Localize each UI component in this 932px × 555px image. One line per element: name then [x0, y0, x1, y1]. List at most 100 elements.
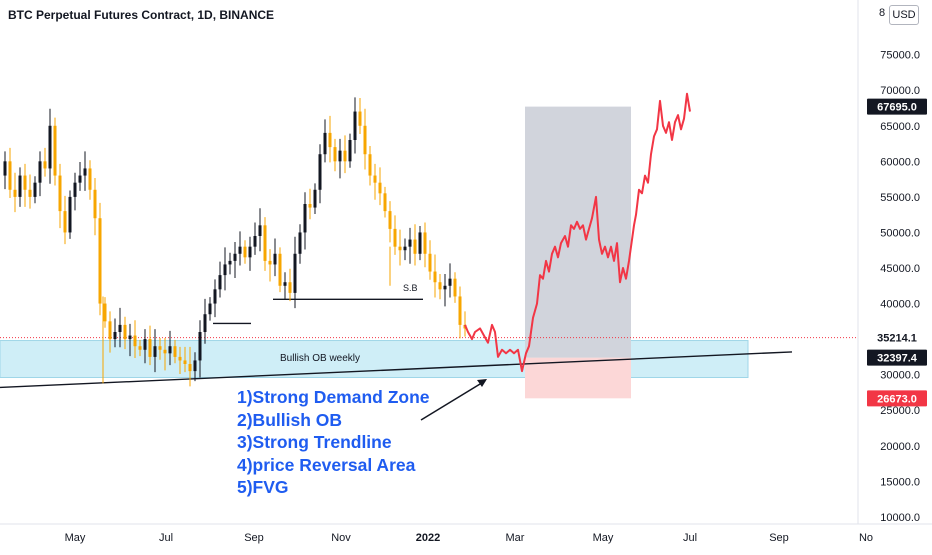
x-tick-label: Nov: [331, 532, 351, 544]
price-label-text: 26673.0: [877, 393, 917, 405]
y-tick-label: 75000.0: [880, 50, 920, 62]
x-tick-label: Jul: [683, 532, 697, 544]
candle-body: [128, 335, 132, 340]
candle-body: [203, 314, 207, 332]
candle-body: [198, 332, 202, 361]
candle-body: [78, 175, 82, 183]
candle-body: [163, 349, 167, 354]
x-tick-label: Mar: [506, 532, 525, 544]
candle-body: [158, 346, 162, 350]
price-label-text: 35214.1: [877, 333, 917, 345]
x-tick-label: 2022: [416, 532, 440, 544]
candle-body: [188, 364, 192, 372]
candle-body: [23, 175, 27, 190]
x-tick-label: May: [593, 532, 614, 544]
candle-body: [238, 246, 242, 254]
chart-title: BTC Perpetual Futures Contract, 1D, BINA…: [8, 8, 275, 22]
candle-body: [443, 285, 447, 290]
candle-body: [298, 232, 302, 254]
y-tick-label: 60000.0: [880, 156, 920, 168]
candle-body: [213, 289, 217, 304]
candle-body: [193, 360, 197, 372]
candle-body: [93, 189, 97, 219]
candle-body: [398, 246, 402, 251]
x-tick-label: May: [65, 532, 86, 544]
candle-body: [328, 132, 332, 148]
note-5: 5)FVG: [237, 477, 289, 497]
x-tick-label: Sep: [244, 532, 264, 544]
candle-body: [178, 356, 182, 361]
candle-body: [318, 154, 322, 190]
zone-2: [525, 106, 631, 358]
candle-body: [98, 218, 102, 304]
candle-body: [418, 232, 422, 254]
candle-body: [283, 282, 287, 286]
candle-body: [278, 253, 282, 286]
candle-body: [253, 236, 257, 247]
price-label-box: [867, 98, 927, 115]
candle-body: [313, 189, 317, 208]
candle-body: [268, 260, 272, 265]
candle-body: [208, 303, 212, 315]
candle-body: [8, 161, 12, 190]
ob-zone-label: Bullish OB weekly: [280, 353, 360, 364]
candle-body: [173, 346, 177, 357]
candle-body: [363, 125, 367, 155]
candle-body: [58, 175, 62, 212]
candle-body: [438, 282, 442, 290]
candle-body: [433, 271, 437, 283]
y-tick-label: 30000.0: [880, 370, 920, 382]
candle-body: [63, 211, 67, 233]
y-tick-label: 65000.0: [880, 121, 920, 133]
candle-body: [408, 239, 412, 247]
x-tick-label: No: [859, 532, 873, 544]
y-tick-label: 20000.0: [880, 441, 920, 453]
candle-body: [33, 182, 37, 197]
candle-body: [333, 147, 337, 162]
note-1: 1)Strong Demand Zone: [237, 387, 430, 407]
note-2: 2)Bullish OB: [237, 409, 343, 430]
candle-body: [68, 196, 72, 233]
x-tick-label: Jul: [159, 532, 173, 544]
y-tick-label: 45000.0: [880, 263, 920, 275]
candle-body: [273, 253, 277, 265]
candle-body: [248, 246, 252, 258]
zone-3: [525, 357, 631, 399]
candle-body: [373, 175, 377, 183]
candle-body: [133, 335, 137, 347]
candle-body: [38, 161, 42, 183]
candle-body: [13, 189, 17, 197]
y-tick-label: 15000.0: [880, 476, 920, 488]
candle-body: [18, 175, 22, 197]
sb-label: S.B: [403, 283, 418, 293]
candle-body: [233, 253, 237, 261]
candle-body: [358, 111, 362, 126]
arrow-head: [477, 379, 487, 387]
currency-button[interactable]: USD: [889, 5, 919, 25]
projection-line: [464, 92, 691, 373]
candle-body: [103, 303, 107, 322]
candle-body: [118, 324, 122, 332]
candle-body: [123, 324, 127, 340]
candle-body: [453, 278, 457, 297]
candle-body: [153, 346, 157, 357]
candle-body: [53, 125, 57, 176]
candle-body: [413, 239, 417, 254]
price-label-box: [867, 349, 927, 366]
y-tick-label: 50000.0: [880, 227, 920, 239]
candle-body: [368, 154, 372, 176]
candle-body: [43, 161, 47, 169]
candle-body: [403, 246, 407, 251]
candle-body: [3, 161, 7, 176]
price-label-box: [867, 329, 927, 346]
y-tick-label: 55000.0: [880, 192, 920, 204]
annotation-notes: 1)Strong Demand Zone 2)Bullish OB 3)Stro…: [237, 386, 430, 499]
candle-body: [218, 275, 222, 290]
y-tick-label: 40000.0: [880, 299, 920, 311]
candle-body: [83, 168, 87, 176]
trendline: [0, 351, 793, 389]
candle-body: [388, 211, 392, 229]
candle-body: [228, 260, 232, 265]
